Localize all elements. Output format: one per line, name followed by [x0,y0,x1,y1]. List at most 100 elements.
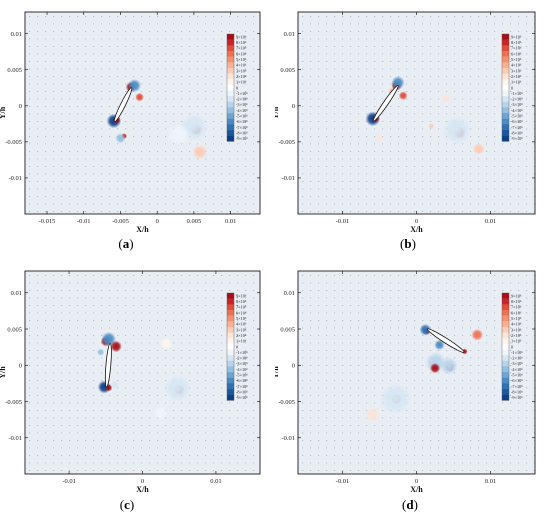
caption-b-letter: b [404,236,412,251]
vortex-a-9 [192,144,208,160]
colorbar-swatch-d-14 [502,372,509,378]
colorbar-swatch-b-4 [502,56,509,63]
x-tick-label-c-2: 0.01 [210,478,221,485]
colorbar-label-c-16: -7×10⁶ [236,384,248,389]
colorbar-swatch-a-5 [227,62,234,69]
x-tick-label-c-0: -0.01 [62,478,76,485]
colorbar-label-d-16: -7×10⁶ [511,384,523,389]
colorbar-label-c-12: -3×10⁶ [236,361,248,366]
x-tick-label-a-2: -0.005 [112,218,129,225]
colorbar-swatch-d-3 [502,309,509,316]
colorbar-label-a-9: 0 [236,85,238,90]
colorbar-swatch-c-1 [227,298,234,305]
colorbar-swatch-c-12 [227,360,234,367]
colorbar-label-b-14: -5×10⁶ [511,114,523,119]
caption-c: (c) [119,497,135,512]
panel-d: -0.01 0 0.01 -0.01 -0.005 0 0.005 0.01 X/h Y/h 9×1… [275,259,550,519]
colorbar-swatch-b-3 [502,50,509,57]
colorbar-label-b-11: -2×10⁶ [511,97,523,102]
vortex-b-6 [375,134,384,142]
heatmap-b: -0.01 0 0.01 -0.01 -0.005 0 0.005 0.01 X/h Y/h 9×1… [275,11,536,234]
x-tick-label-b-0: -0.01 [336,218,350,225]
y-tick-label-c-2: 0 [19,363,22,370]
colorbar-swatch-d-10 [502,349,509,356]
colorbar-swatch-c-11 [227,355,234,361]
colorbar-label-a-8: 1×10⁶ [236,80,247,85]
colorbar-swatch-c-18 [227,394,234,401]
colorbar-label-c-3: 6×10⁶ [236,310,247,315]
colorbar-swatch-c-15 [227,377,234,384]
colorbar-label-d-6: 3×10⁶ [511,327,522,332]
colorbar-label-a-2: 7×10⁶ [236,46,247,51]
colorbar-swatch-d-18 [502,394,509,401]
colorbar-swatch-a-12 [227,101,234,108]
y-axis-label-a: Y/h [0,106,7,119]
colorbar-swatch-c-2 [227,304,234,311]
y-tick-label-b-4: 0.01 [284,31,295,38]
colorbar-label-c-8: 1×10⁶ [236,339,247,344]
colorbar-label-b-3: 6×10⁶ [511,51,522,56]
colorbar-label-c-9: 0 [236,344,238,349]
vortex-b-11 [441,94,451,104]
colorbar-label-c-5: 4×10⁶ [236,322,247,327]
colorbar-swatch-c-16 [227,383,234,390]
colorbar-swatch-d-5 [502,321,509,328]
vector-dots-b [302,16,535,212]
plate-c [104,343,112,388]
plate-b [372,85,399,122]
colorbar-swatch-c-7 [227,332,234,339]
colorbar-swatch-a-15 [227,118,234,125]
vortex-c-10 [153,405,169,420]
vortex-c-3 [96,348,105,356]
vortex-a-10 [168,123,191,146]
y-tick-label-d-3: 0.005 [280,326,295,333]
colorbar-swatch-b-1 [502,39,509,46]
y-tick-label-d-2: 0 [292,363,295,370]
colorbar-label-c-14: -5×10⁶ [236,373,248,378]
colorbar-swatch-b-9 [502,84,509,91]
vortex-b-7 [428,123,435,129]
colorbar-swatch-b-11 [502,96,509,102]
colorbar-label-d-8: 1×10⁶ [511,339,522,344]
colorbar-swatch-a-18 [227,135,234,142]
plot-area-c [25,271,260,474]
colorbar-label-c-18: -9×10⁶ [236,395,248,400]
colorbar-label-b-10: -1×10⁶ [511,91,523,96]
colorbar-label-d-14: -5×10⁶ [511,373,523,378]
colorbar-label-b-15: -6×10⁶ [511,119,523,124]
colorbar-swatch-a-9 [227,84,234,91]
vortex-a-2 [135,92,144,102]
colorbar-swatch-a-8 [227,79,234,86]
colorbar-label-a-6: 3×10⁶ [236,68,247,73]
vortex-group-a [106,78,209,160]
vortex-b-3 [398,91,408,101]
colorbar-swatch-c-5 [227,321,234,328]
caption-b: (b) [400,236,416,251]
y-axis-label-c: Y/h [0,366,7,379]
colorbar-label-a-15: -6×10⁶ [236,119,248,124]
colorbar-label-b-16: -7×10⁶ [511,125,523,130]
colorbar-label-c-10: -1×10⁶ [236,350,248,355]
vector-dots-a [29,16,255,212]
colorbar-swatch-d-15 [502,377,509,384]
colorbar-label-d-17: -8×10⁶ [511,389,523,394]
colorbar-swatch-c-3 [227,309,234,316]
colorbar-a: 9×10⁶8×10⁶7×10⁶6×10⁶5×10⁶4×10⁶3×10⁶2×10⁶… [226,33,248,142]
y-tick-label-d-0: -0.01 [281,435,295,442]
colorbar-label-a-11: -2×10⁶ [236,97,248,102]
x-axis-label-a: X/h [136,225,149,234]
colorbar-swatch-b-13 [502,107,509,114]
colorbar-swatch-c-8 [227,338,234,345]
panel-a: -0.015 -0.01 -0.005 0 0.005 0.01 -0.01 -0.005 0 0… [0,0,275,259]
colorbar-label-d-3: 6×10⁶ [511,310,522,315]
vortex-b-9 [442,115,473,146]
plot-area-a [25,12,260,214]
colorbar-label-d-1: 8×10⁶ [511,299,522,304]
y-tick-label-d-4: 0.01 [284,290,295,297]
y-axis-label-b: Y/h [275,106,280,119]
caption-a-letter: a [122,236,130,251]
colorbar-label-d-7: 2×10⁶ [511,333,522,338]
colorbar-label-c-2: 7×10⁶ [236,305,247,310]
colorbar-label-b-6: 3×10⁶ [511,68,522,73]
x-tick-label-d-1: 0 [415,478,418,485]
